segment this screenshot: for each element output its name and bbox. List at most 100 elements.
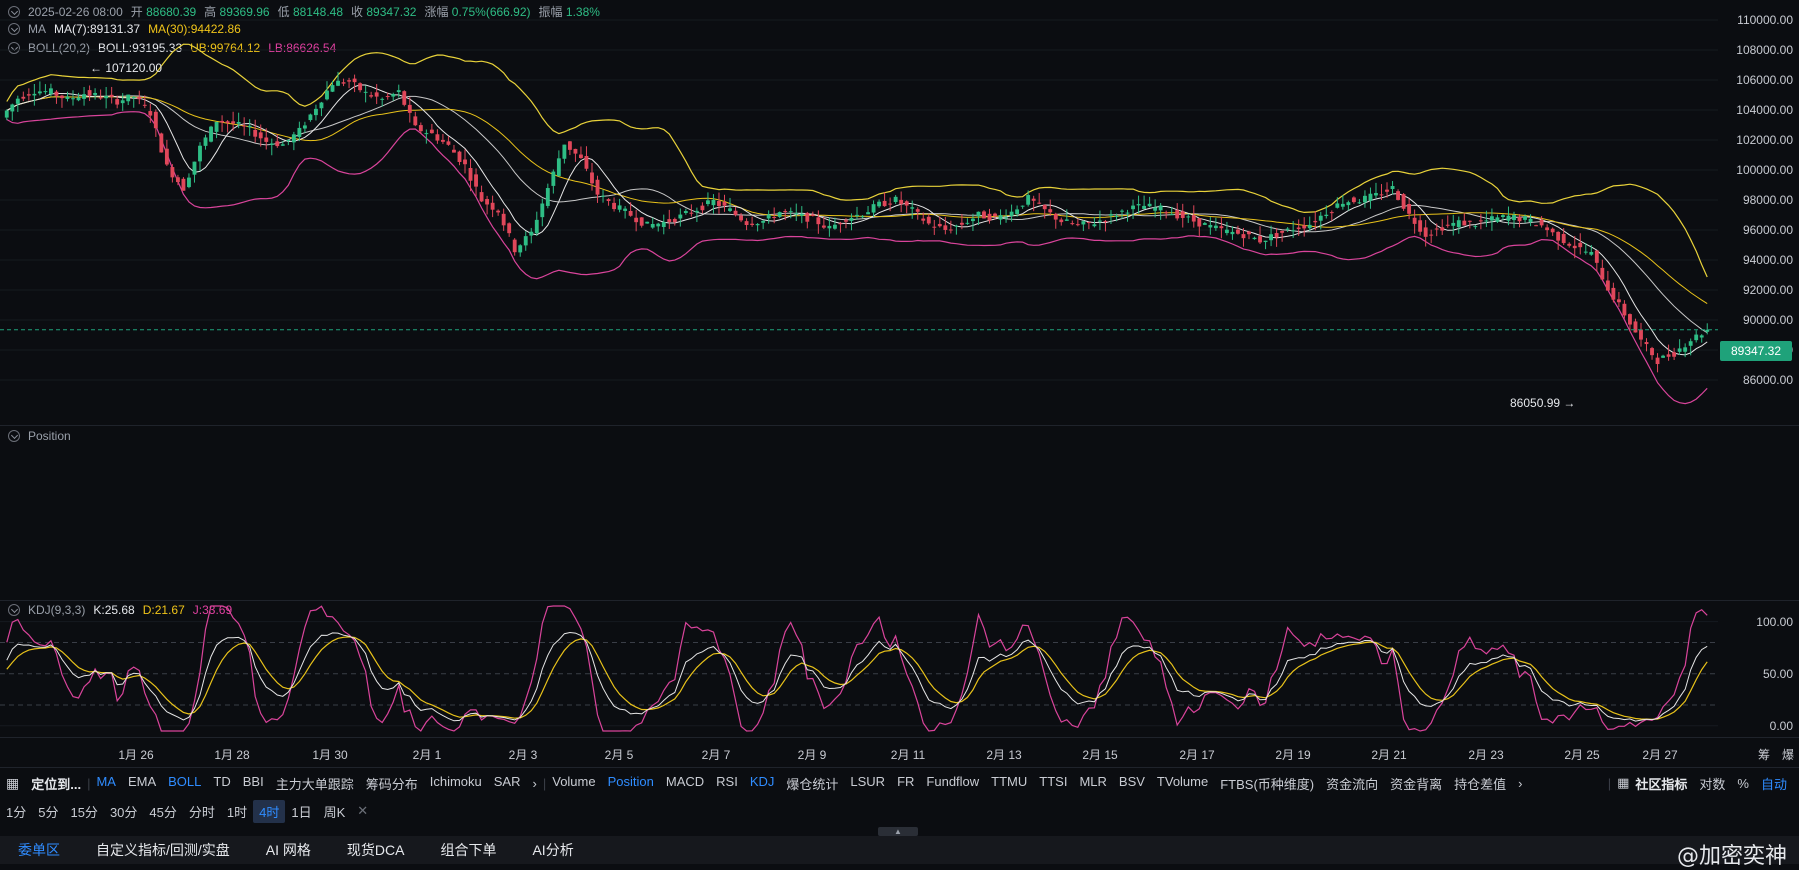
community-icon[interactable]: ▦ [1617,775,1630,790]
log-scale-button[interactable]: 对数 [1699,776,1726,792]
candle-body [678,214,683,219]
collapse-icon[interactable] [8,42,20,54]
candle-body [153,111,158,129]
candle-body [1120,210,1124,212]
interval-tab[interactable]: 1分 [6,804,27,820]
interval-tab[interactable]: 15分 [70,804,98,820]
candle-body [26,94,31,96]
collapse-icon[interactable] [8,23,20,35]
bottom-tab[interactable]: AI 网格 [265,842,311,858]
bottom-tab[interactable]: 组合下单 [440,842,497,858]
sub-indicator-item[interactable]: MACD [665,773,705,789]
ma-label[interactable]: MA [28,22,46,36]
community-indicator-button[interactable]: 社区指标 [1635,776,1688,792]
candle-body [474,174,478,187]
boll-label[interactable]: BOLL(20,2) [28,41,91,55]
sub-indicator-item[interactable]: TVolume [1156,773,1209,789]
candle-body [1705,329,1710,332]
main-indicator-item[interactable]: 筹码分布 [365,776,418,792]
pane-divider[interactable] [0,425,1799,426]
bottom-tab[interactable]: AI分析 [532,842,574,858]
locate-button[interactable]: 定位到... [31,776,82,792]
candle-body [452,149,456,153]
candle-body [971,218,975,222]
candle-body [1147,203,1152,207]
candle-body [363,91,368,93]
interval-tab[interactable]: 1时 [226,804,248,820]
chevron-right-icon[interactable]: › [1518,775,1523,791]
candlestick-chart[interactable]: ← 107120.00 86050.99 → [0,0,1718,425]
interval-tab[interactable]: 1日 [291,804,312,820]
sub-indicator-item[interactable]: FR [897,773,915,789]
bottom-tab[interactable]: 委单区 [18,842,60,858]
candle-body [700,205,705,211]
sub-indicator-item[interactable]: Fundflow [926,773,980,789]
candle-body [915,209,920,212]
sub-indicator-item[interactable]: 资金流向 [1326,776,1379,792]
candle-body [816,217,821,225]
kdj-label[interactable]: KDJ(9,3,3) [28,603,86,617]
main-indicator-item[interactable]: TD [213,773,231,789]
sub-indicator-item[interactable]: MLR [1079,773,1107,789]
chevron-right-icon[interactable]: › [532,775,537,791]
sub-indicator-item[interactable]: Position [607,773,654,789]
main-indicator-item[interactable]: MA [96,773,116,789]
price-axis[interactable]: 110000.00 108000.00 106000.00 104000.00 1020… [1718,0,1799,425]
sub-indicator-item[interactable]: Volume [552,773,596,789]
kdj-chart[interactable] [0,601,1718,736]
collapse-icon[interactable] [8,430,20,442]
watermark: @加密奕神 [1676,844,1787,869]
main-indicator-item[interactable]: BOLL [168,773,202,789]
candle-body [982,211,986,219]
candle-body [1258,236,1262,243]
candle-body [1247,231,1251,235]
time-tick-label: 2月 5 [604,748,634,762]
collapse-handle[interactable]: ▲ [878,827,918,836]
sub-indicator-item[interactable]: LSUR [850,773,886,789]
bottom-tab[interactable]: 自定义指标/回测/实盘 [96,842,230,858]
sub-indicator-item[interactable]: 持仓差值 [1454,776,1507,792]
candle-body [954,225,959,227]
collapse-icon[interactable] [8,604,20,616]
kdj-axis[interactable]: 100.00 50.00 0.00 [1718,601,1799,736]
collapse-icon[interactable] [8,5,20,18]
candle-body [1379,194,1384,196]
open-label: 开 [130,5,143,19]
candle-body [457,151,462,163]
sub-indicator-item[interactable]: KDJ [749,773,775,789]
main-indicator-item[interactable]: Ichimoku [429,773,482,789]
calendar-icon[interactable]: ▦ [6,774,20,791]
main-indicator-item[interactable]: BBI [242,773,264,789]
interval-tab[interactable]: 4时 [253,799,286,823]
candle-body [1274,233,1279,238]
sub-indicator-item[interactable]: TTSI [1039,773,1068,789]
candle-body [722,201,727,206]
interval-tab[interactable]: 30分 [109,804,138,820]
main-indicator-item[interactable]: 主力大单跟踪 [275,776,354,792]
interval-tab[interactable]: 分时 [188,804,215,820]
liquidation-toggle[interactable]: 爆 [1782,748,1795,762]
main-indicator-item[interactable]: EMA [127,773,157,789]
interval-tab[interactable]: 5分 [38,804,59,820]
sub-indicator-item[interactable]: FTBS(币种维度) [1220,776,1315,792]
interval-tab[interactable]: 周K [323,804,346,820]
position-label[interactable]: Position [28,429,71,443]
pane-divider [0,737,1799,738]
percent-scale-button[interactable]: % [1737,775,1749,791]
bottom-tab[interactable]: 现货DCA [346,842,405,858]
low-value: 88148.48 [292,5,344,19]
chip-toggle[interactable]: 筹 [1758,748,1771,762]
candle-body [302,125,307,129]
pane-divider[interactable] [0,600,1799,601]
sub-indicator-item[interactable]: TTMU [991,773,1028,789]
sub-indicator-item[interactable]: RSI [716,773,738,789]
sub-indicator-item[interactable]: 资金背离 [1390,776,1443,792]
main-indicator-item[interactable]: SAR [493,773,521,789]
sub-indicator-item[interactable]: BSV [1118,773,1145,789]
sub-indicator-item[interactable]: 爆仓统计 [786,776,839,792]
time-tick-label: 1月 30 [312,748,348,762]
close-icon[interactable]: ✕ [357,803,369,818]
auto-scale-button[interactable]: 自动 [1760,776,1787,792]
interval-tab[interactable]: 45分 [149,804,177,820]
candle-body [959,222,964,225]
